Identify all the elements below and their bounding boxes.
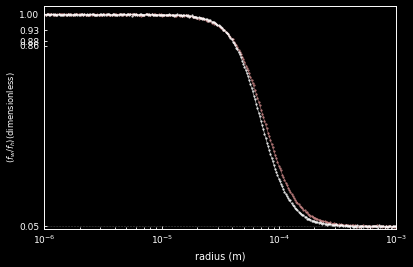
Y-axis label: $(f_w/f_h)$(dimensionless): $(f_w/f_h)$(dimensionless) — [5, 71, 18, 163]
X-axis label: radius (m): radius (m) — [195, 252, 246, 261]
